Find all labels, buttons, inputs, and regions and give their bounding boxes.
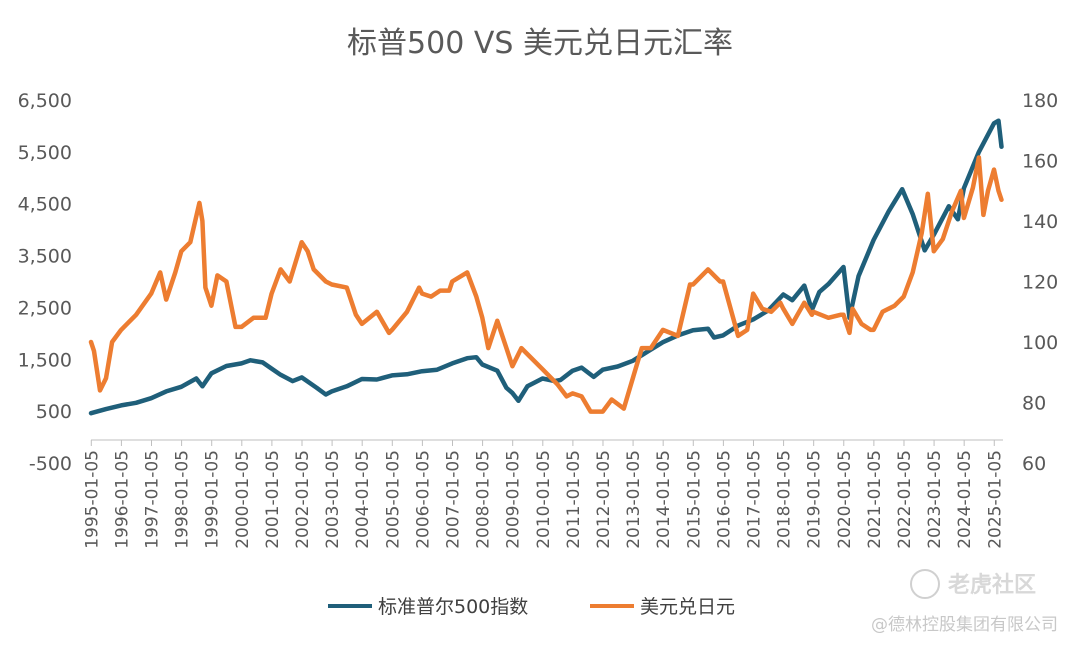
x-tick-label: 2010-01-05 (534, 450, 554, 549)
y-right-tick-label: 160 (1022, 151, 1058, 173)
legend-label-sp500: 标准普尔500指数 (378, 596, 528, 618)
watermark: 老虎社区 @德林控股集团有限公司 (871, 569, 1058, 635)
right-y-axis: 60 80 100 120 140 160 180 (1022, 90, 1058, 475)
x-tick-label: 2000-01-05 (233, 450, 253, 549)
plot-area (88, 118, 1004, 416)
watermark-company: @德林控股集团有限公司 (871, 615, 1058, 635)
x-tick-label: 1996-01-05 (112, 450, 132, 549)
x-tick-label: 2001-01-05 (263, 450, 283, 549)
watermark-brand: 老虎社区 (947, 572, 1036, 598)
x-tick-label: 2005-01-05 (383, 450, 403, 549)
y-left-tick-label: 3,500 (18, 246, 72, 268)
legend: 标准普尔500指数 美元兑日元 (328, 596, 735, 618)
x-tick-label: 1999-01-05 (203, 450, 223, 549)
x-tick-label: 2016-01-05 (714, 450, 734, 549)
y-left-tick-label: 4,500 (18, 194, 72, 216)
y-left-tick-label: 5,500 (18, 142, 72, 164)
x-tick-label: 2011-01-05 (564, 450, 584, 549)
y-left-tick-label: 1,500 (18, 349, 72, 371)
x-tick-label: 2003-01-05 (323, 450, 343, 549)
x-tick-label: 1998-01-05 (173, 450, 193, 549)
x-tick-label: 2007-01-05 (443, 450, 463, 549)
x-tick-label: 2018-01-05 (775, 450, 795, 549)
y-right-tick-label: 60 (1022, 453, 1046, 475)
y-left-tick-label: 500 (36, 401, 72, 423)
x-tick-label: 2004-01-05 (353, 450, 373, 549)
x-tick-label: 2022-01-05 (895, 450, 915, 549)
y-right-tick-label: 120 (1022, 272, 1058, 294)
x-axis: 1995-01-05 1996-01-05 1997-01-05 1998-01-05… (82, 439, 1005, 549)
x-tick-label: 2008-01-05 (474, 450, 494, 549)
x-tick-label: 2024-01-05 (955, 450, 975, 549)
legend-label-usdjpy: 美元兑日元 (640, 596, 735, 618)
x-tick-label: 1995-01-05 (82, 450, 102, 549)
series-line-sp500 (88, 118, 1004, 416)
x-tick-label: 2023-01-05 (925, 450, 945, 549)
x-tick-label: 2013-01-05 (624, 450, 644, 549)
tiger-logo-icon (910, 569, 940, 599)
x-tick-label: 2009-01-05 (504, 450, 524, 549)
y-left-tick-label: 6,500 (18, 90, 72, 112)
y-right-tick-label: 140 (1022, 211, 1058, 233)
x-tick-label: 2019-01-05 (805, 450, 825, 549)
y-right-tick-label: 80 (1022, 393, 1046, 415)
y-right-tick-label: 100 (1022, 332, 1058, 354)
y-left-tick-label: -500 (29, 453, 72, 475)
y-right-tick-label: 180 (1022, 90, 1058, 112)
x-tick-label: 2021-01-05 (865, 450, 885, 549)
x-tick-label: 2002-01-05 (293, 450, 313, 549)
chart-title: 标普500 VS 美元兑日元汇率 (347, 26, 733, 61)
x-tick-label: 2006-01-05 (413, 450, 433, 549)
x-tick-label: 2017-01-05 (744, 450, 764, 549)
x-tick-label: 2012-01-05 (594, 450, 614, 549)
left-y-axis: -500 500 1,500 2,500 3,500 4,500 5,500 6,500 (18, 90, 72, 475)
series-line-usdjpy (88, 155, 1004, 414)
x-tick-label: 2015-01-05 (684, 450, 704, 549)
x-tick-label: 2014-01-05 (654, 450, 674, 549)
y-left-tick-label: 2,500 (18, 297, 72, 319)
x-tick-label: 2025-01-05 (985, 450, 1005, 549)
x-tick-label: 1997-01-05 (142, 450, 162, 549)
x-tick-label: 2020-01-05 (835, 450, 855, 549)
